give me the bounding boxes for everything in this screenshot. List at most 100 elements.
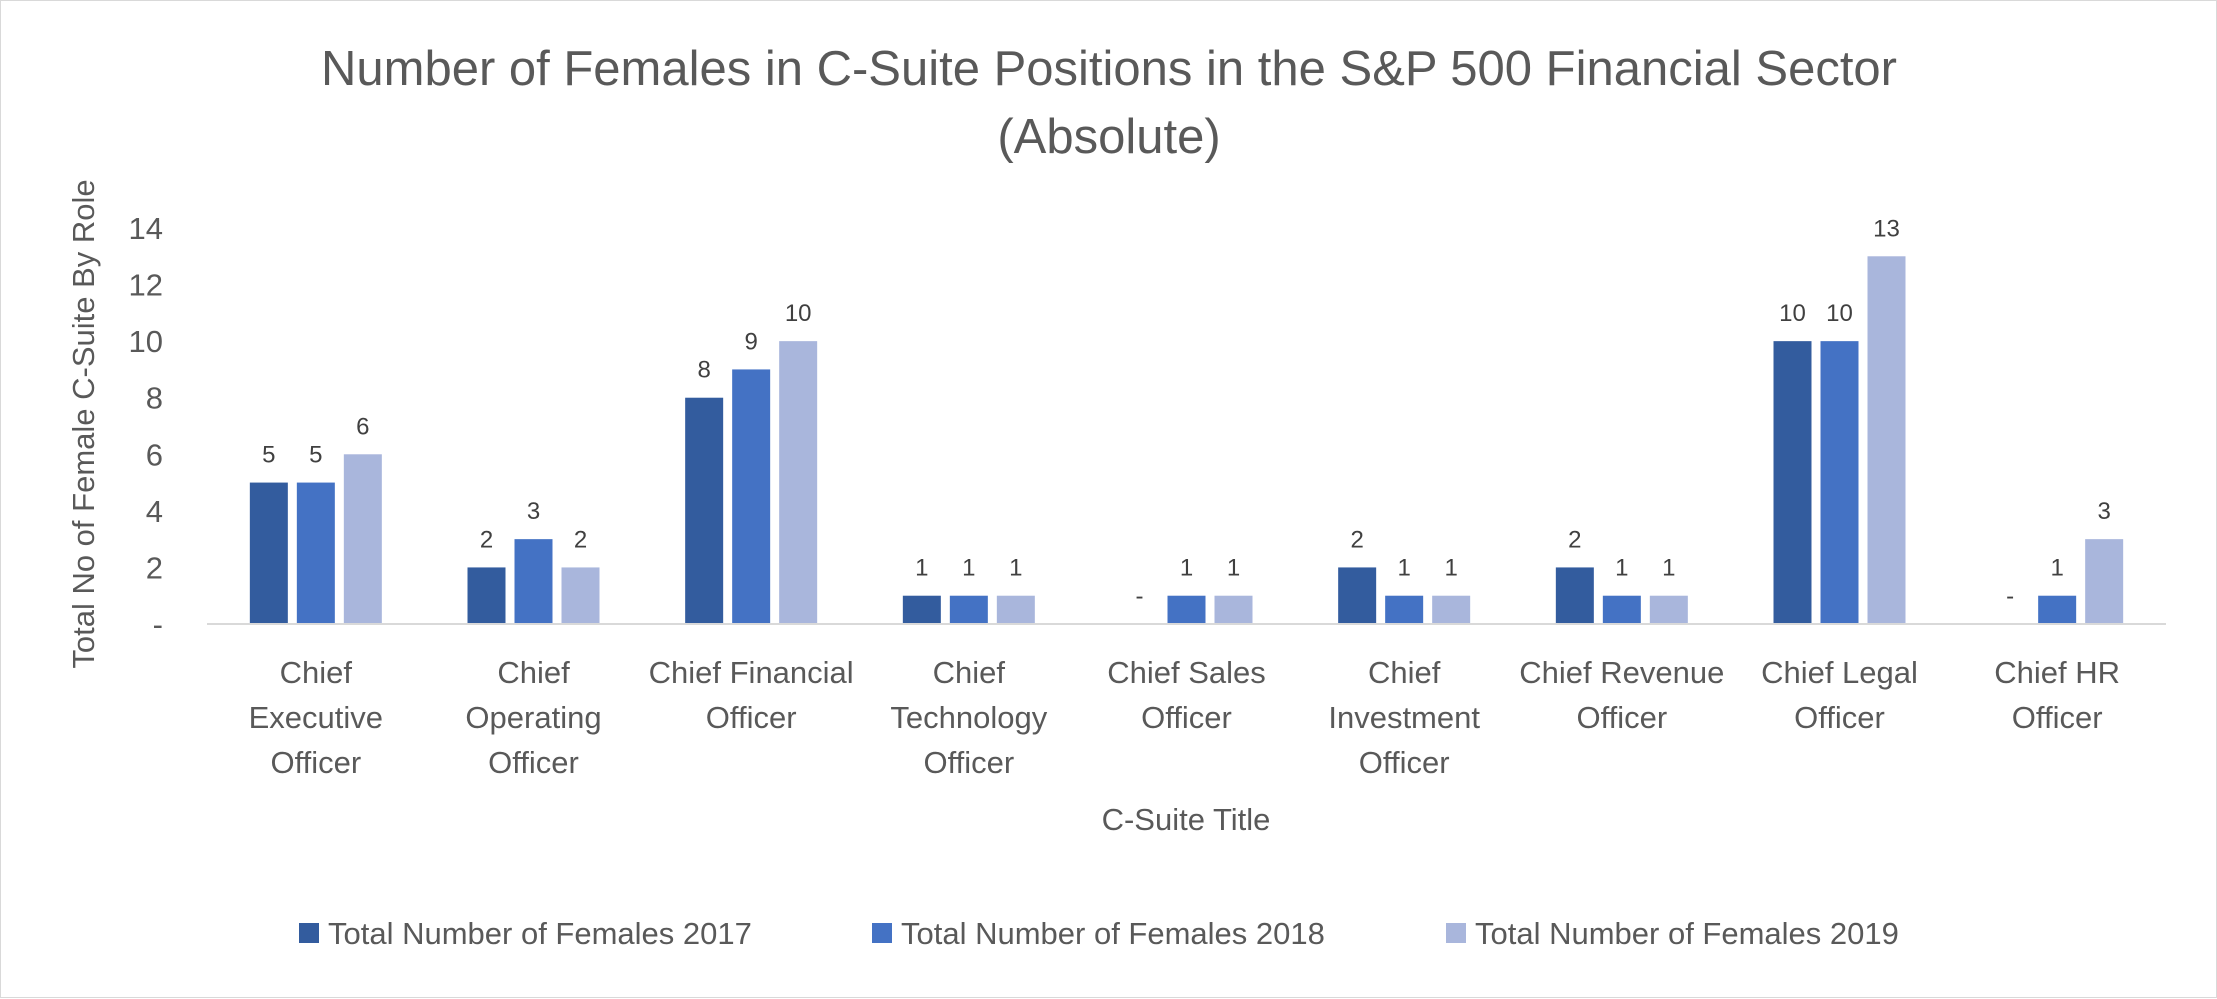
- x-tick-label: Officer: [1794, 700, 1885, 735]
- x-tick-label: Officer: [2012, 700, 2103, 735]
- x-tick-label: Officer: [1359, 745, 1450, 780]
- bar: [949, 595, 988, 624]
- data-label: 1: [962, 555, 975, 582]
- legend: Total Number of Females 2017 Total Number…: [299, 916, 1899, 951]
- x-tick-label: Officer: [706, 700, 797, 735]
- y-tick-label: 8: [146, 381, 163, 416]
- legend-label: Total Number of Females 2019: [1475, 916, 1899, 951]
- bar: [1214, 595, 1253, 624]
- y-tick-label: 6: [146, 437, 163, 472]
- data-label: 2: [480, 526, 493, 553]
- x-axis-category-labels: Chief Executive Officer Chief Operating Offic…: [249, 655, 2120, 780]
- data-label: 2: [1568, 526, 1581, 553]
- bar: [1385, 595, 1424, 624]
- chart-title: Number of Females in C-Suite Positions i…: [321, 42, 1897, 164]
- data-label: 1: [1009, 555, 1022, 582]
- bar: [296, 482, 335, 624]
- data-label: 10: [1779, 300, 1806, 327]
- x-tick-label: Chief: [497, 655, 570, 690]
- data-label: 10: [1826, 300, 1853, 327]
- x-axis-title: C-Suite Title: [1102, 802, 1271, 837]
- chart-title-line: (Absolute): [997, 110, 1220, 164]
- y-tick-label: 10: [129, 324, 163, 359]
- bar: [779, 341, 818, 624]
- bar: [1432, 595, 1471, 624]
- bar: [996, 595, 1035, 624]
- data-label: 9: [744, 328, 757, 355]
- bar: [1820, 341, 1859, 624]
- data-label: 1: [1444, 555, 1457, 582]
- bar: [1338, 567, 1377, 624]
- data-label: 3: [527, 498, 540, 525]
- data-label: 1: [1180, 555, 1193, 582]
- bar: [343, 454, 382, 624]
- data-label: -: [2006, 583, 2014, 610]
- x-tick-label: Executive: [249, 700, 383, 735]
- x-tick-label: Officer: [1141, 700, 1232, 735]
- data-label: 5: [262, 442, 275, 469]
- bar: [514, 539, 553, 624]
- y-tick-label: 2: [146, 550, 163, 585]
- bar: [249, 482, 288, 624]
- x-tick-label: Chief Financial: [649, 655, 854, 690]
- data-label: 5: [309, 442, 322, 469]
- data-label: 10: [785, 300, 812, 327]
- x-tick-label: Chief: [280, 655, 353, 690]
- data-label: 1: [1615, 555, 1628, 582]
- bar: [902, 595, 941, 624]
- data-label: 1: [915, 555, 928, 582]
- y-axis-ticks: - 2 4 6 8 10 12 14: [129, 211, 163, 642]
- y-tick-label: 14: [129, 211, 163, 246]
- data-label: 6: [356, 413, 369, 440]
- bar: [685, 397, 724, 624]
- data-label: 2: [1350, 526, 1363, 553]
- y-axis-title-text: Total No of Female C-Suite By Role: [66, 179, 101, 668]
- data-label: 2: [574, 526, 587, 553]
- data-label: -: [1136, 583, 1144, 610]
- x-tick-label: Officer: [1576, 700, 1667, 735]
- x-tick-label: Officer: [923, 745, 1014, 780]
- x-tick-label: Chief Revenue: [1519, 655, 1724, 690]
- y-tick-label: 12: [129, 268, 163, 303]
- bar: [1867, 256, 1906, 624]
- legend-swatch: [872, 923, 892, 943]
- x-tick-label: Investment: [1328, 700, 1480, 735]
- bar: [1773, 341, 1812, 624]
- data-label: 1: [1227, 555, 1240, 582]
- bar: [1167, 595, 1206, 624]
- data-label: 13: [1873, 215, 1900, 242]
- bar: [732, 369, 771, 624]
- bar: [1649, 595, 1688, 624]
- x-tick-label: Officer: [488, 745, 579, 780]
- bar: [2038, 595, 2077, 624]
- y-axis-title: Total No of Female C-Suite By Role: [66, 179, 101, 668]
- bar: [1602, 595, 1641, 624]
- x-tick-label: Chief Sales: [1107, 655, 1266, 690]
- bar: [2085, 539, 2124, 624]
- data-label: 1: [2050, 555, 2063, 582]
- bar: [467, 567, 506, 624]
- data-label: 1: [1397, 555, 1410, 582]
- bar: [1555, 567, 1594, 624]
- data-label: 8: [697, 357, 710, 384]
- x-tick-label: Chief: [933, 655, 1006, 690]
- x-tick-label: Technology: [890, 700, 1047, 735]
- x-tick-label: Chief: [1368, 655, 1441, 690]
- bar: [561, 567, 600, 624]
- y-tick-label: 4: [146, 494, 163, 529]
- legend-label: Total Number of Females 2018: [901, 916, 1325, 951]
- x-tick-label: Chief Legal: [1761, 655, 1918, 690]
- x-tick-label: Officer: [270, 745, 361, 780]
- y-tick-label: -: [153, 607, 163, 642]
- legend-swatch: [1446, 923, 1466, 943]
- x-tick-label: Operating: [465, 700, 601, 735]
- bars: [249, 256, 2124, 624]
- legend-swatch: [299, 923, 319, 943]
- x-tick-label: Chief HR: [1994, 655, 2120, 690]
- legend-label: Total Number of Females 2017: [328, 916, 752, 951]
- chart-title-line: Number of Females in C-Suite Positions i…: [321, 42, 1897, 96]
- data-label: 3: [2097, 498, 2110, 525]
